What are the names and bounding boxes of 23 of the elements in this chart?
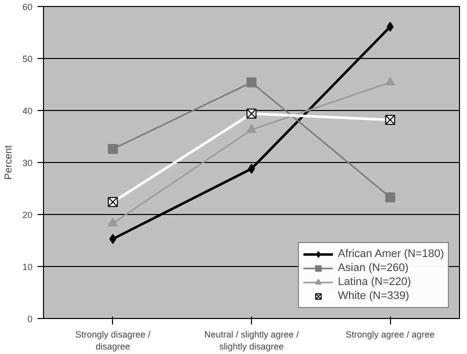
point xyxy=(386,22,394,32)
y-tick-label: 0 xyxy=(27,314,33,324)
y-tick-label: 50 xyxy=(22,54,33,64)
y-tick-label: 20 xyxy=(22,210,33,220)
point xyxy=(108,218,118,226)
legend-label: Asian (N=260) xyxy=(338,261,409,275)
y-tick-label: 10 xyxy=(22,262,33,272)
x-tick-label: Neutral / slightly agree / slightly disagree xyxy=(204,330,300,352)
y-tick-label: 30 xyxy=(22,158,33,168)
point xyxy=(109,234,116,244)
point xyxy=(246,77,256,88)
legend-label: African Amer (N=180) xyxy=(338,247,444,261)
legend-label: White (N=339) xyxy=(338,289,410,303)
y-axis-title: Percent xyxy=(3,145,14,180)
point xyxy=(246,124,256,133)
x-tick-label: Strongly agree / agree xyxy=(346,330,435,340)
point xyxy=(385,76,396,86)
y-tick-label: 40 xyxy=(22,106,33,116)
legend-label: Latina (N=220) xyxy=(338,275,411,289)
point xyxy=(108,144,118,154)
point xyxy=(385,192,396,202)
x-tick-label: Strongly disagree / disagree xyxy=(75,330,151,352)
y-tick-label: 60 xyxy=(22,2,33,12)
